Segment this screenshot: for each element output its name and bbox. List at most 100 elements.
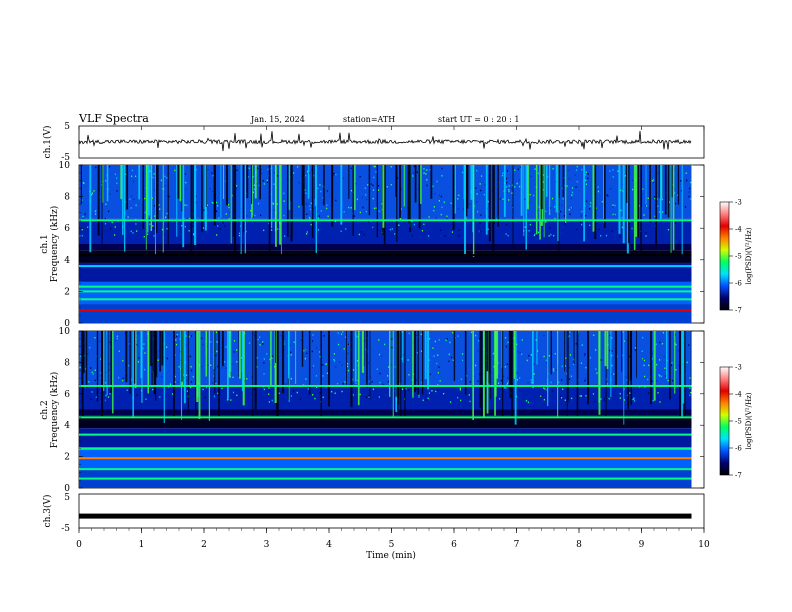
spectrogram-speckle — [144, 211, 146, 214]
spectrogram-speckle — [460, 378, 462, 380]
spectrogram-speckle — [653, 196, 656, 198]
spectrogram-speckle — [422, 397, 424, 400]
sferic-streak — [664, 165, 667, 215]
spectrogram-speckle — [386, 186, 388, 188]
spectrogram-speckle — [659, 401, 661, 403]
colorbar-tick-label: -3 — [735, 364, 742, 372]
spectrogram-speckle — [391, 228, 393, 230]
spectrogram-speckle — [340, 230, 342, 233]
spectrogram-speckle — [84, 214, 86, 216]
spectrogram-speckle — [438, 199, 440, 202]
spectrogram-speckle — [114, 234, 116, 236]
freq-tick-label: 10 — [59, 161, 71, 171]
spectrogram-speckle — [433, 355, 435, 357]
spectrogram-speckle — [581, 344, 583, 346]
sferic-streak — [100, 331, 104, 417]
spectrogram-speckle — [82, 215, 84, 218]
frequency-band — [79, 309, 692, 312]
spectrogram-speckle — [327, 215, 329, 218]
spectrogram-speckle — [296, 391, 298, 394]
spectrogram-speckle — [506, 363, 508, 365]
spectrogram-speckle — [380, 354, 383, 357]
spectrogram-speckle — [595, 368, 597, 370]
spectrogram-speckle — [109, 393, 111, 395]
spectrogram-speckle — [364, 187, 366, 189]
spectrogram-speckle — [209, 188, 211, 190]
spectrogram-speckle — [600, 234, 602, 237]
sferic-streak — [218, 331, 220, 423]
spectrogram-speckle — [611, 350, 613, 352]
spectrogram-speckle — [500, 379, 502, 382]
freq-tick-label: 8 — [64, 358, 70, 368]
spectrogram-speckle — [137, 332, 139, 335]
spectrogram-speckle — [562, 198, 564, 200]
time-axis-label: Time (min) — [366, 550, 416, 561]
sferic-streak — [466, 165, 469, 209]
spectrogram-speckle — [680, 190, 683, 192]
spectrogram-speckle — [436, 180, 438, 183]
spectrogram-speckle — [136, 344, 138, 346]
spectrogram-speckle — [529, 223, 531, 226]
spectrogram-speckle — [231, 363, 233, 366]
spectrogram-speckle — [487, 218, 490, 221]
spectrogram-speckle — [506, 186, 508, 188]
spectrogram-speckle — [94, 379, 96, 382]
spectrogram-speckle — [204, 396, 206, 399]
spectrogram-speckle — [390, 363, 393, 366]
spectrogram-speckle — [553, 369, 555, 372]
sferic-streak — [532, 331, 534, 385]
sferic-streak — [361, 331, 364, 373]
spectrogram-speckle — [423, 168, 425, 170]
spectrogram-speckle — [314, 397, 316, 400]
spectrogram-speckle — [432, 185, 434, 188]
spectrogram-speckle — [585, 366, 587, 369]
spectrogram-speckle — [223, 361, 226, 363]
spectrogram-speckle — [461, 353, 464, 355]
sferic-streak — [177, 165, 180, 199]
spectrogram-speckle — [190, 335, 193, 337]
spectrogram-speckle — [305, 378, 307, 380]
spectrogram-speckle — [188, 229, 190, 232]
frequency-band — [79, 290, 692, 293]
spectrogram-speckle — [133, 198, 135, 201]
spectrogram-speckle — [603, 397, 605, 400]
spectrogram-speckle — [373, 399, 376, 401]
sferic-streak — [480, 331, 483, 422]
spectrogram-speckle — [92, 373, 94, 375]
spectrogram-speckle — [211, 190, 214, 193]
spectrogram-speckle — [302, 221, 304, 223]
spectrogram-speckle — [334, 392, 336, 395]
spectrogram-speckle — [560, 210, 562, 213]
spectrogram-speckle — [446, 217, 448, 220]
spectrogram-speckle — [686, 361, 688, 364]
sferic-streak — [280, 165, 282, 255]
spectrogram-speckle — [202, 388, 204, 391]
spectrogram-speckle — [363, 233, 365, 236]
spectrogram-speckle — [499, 198, 501, 201]
spectrogram-speckle — [420, 333, 422, 336]
sferic-streak — [479, 331, 482, 408]
sferic-streak — [621, 331, 623, 372]
sferic-streak — [279, 165, 282, 245]
spectrogram-no-data — [691, 165, 704, 323]
sferic-streak — [123, 165, 126, 252]
sferic-streak — [150, 331, 152, 367]
sferic-streak — [133, 331, 136, 384]
sferic-streak — [227, 331, 229, 401]
sferic-streak — [414, 331, 417, 393]
sferic-streak — [670, 165, 672, 253]
spectrogram-speckle — [502, 198, 504, 200]
spectrogram-speckle — [620, 209, 622, 212]
frequency-band — [79, 416, 692, 419]
spectrogram-speckle — [565, 357, 567, 359]
spectrogram-speckle — [305, 174, 307, 177]
spectrogram-speckle — [503, 386, 505, 389]
spectrogram-speckle — [216, 341, 218, 343]
spectrogram-speckle — [114, 173, 117, 176]
spectrogram-speckle — [174, 375, 176, 378]
sferic-streak — [649, 165, 651, 223]
spectrogram-speckle — [367, 362, 370, 364]
spectrogram-speckle — [319, 184, 321, 186]
spectrogram-speckle — [335, 199, 337, 202]
spectrogram-speckle — [81, 234, 83, 237]
